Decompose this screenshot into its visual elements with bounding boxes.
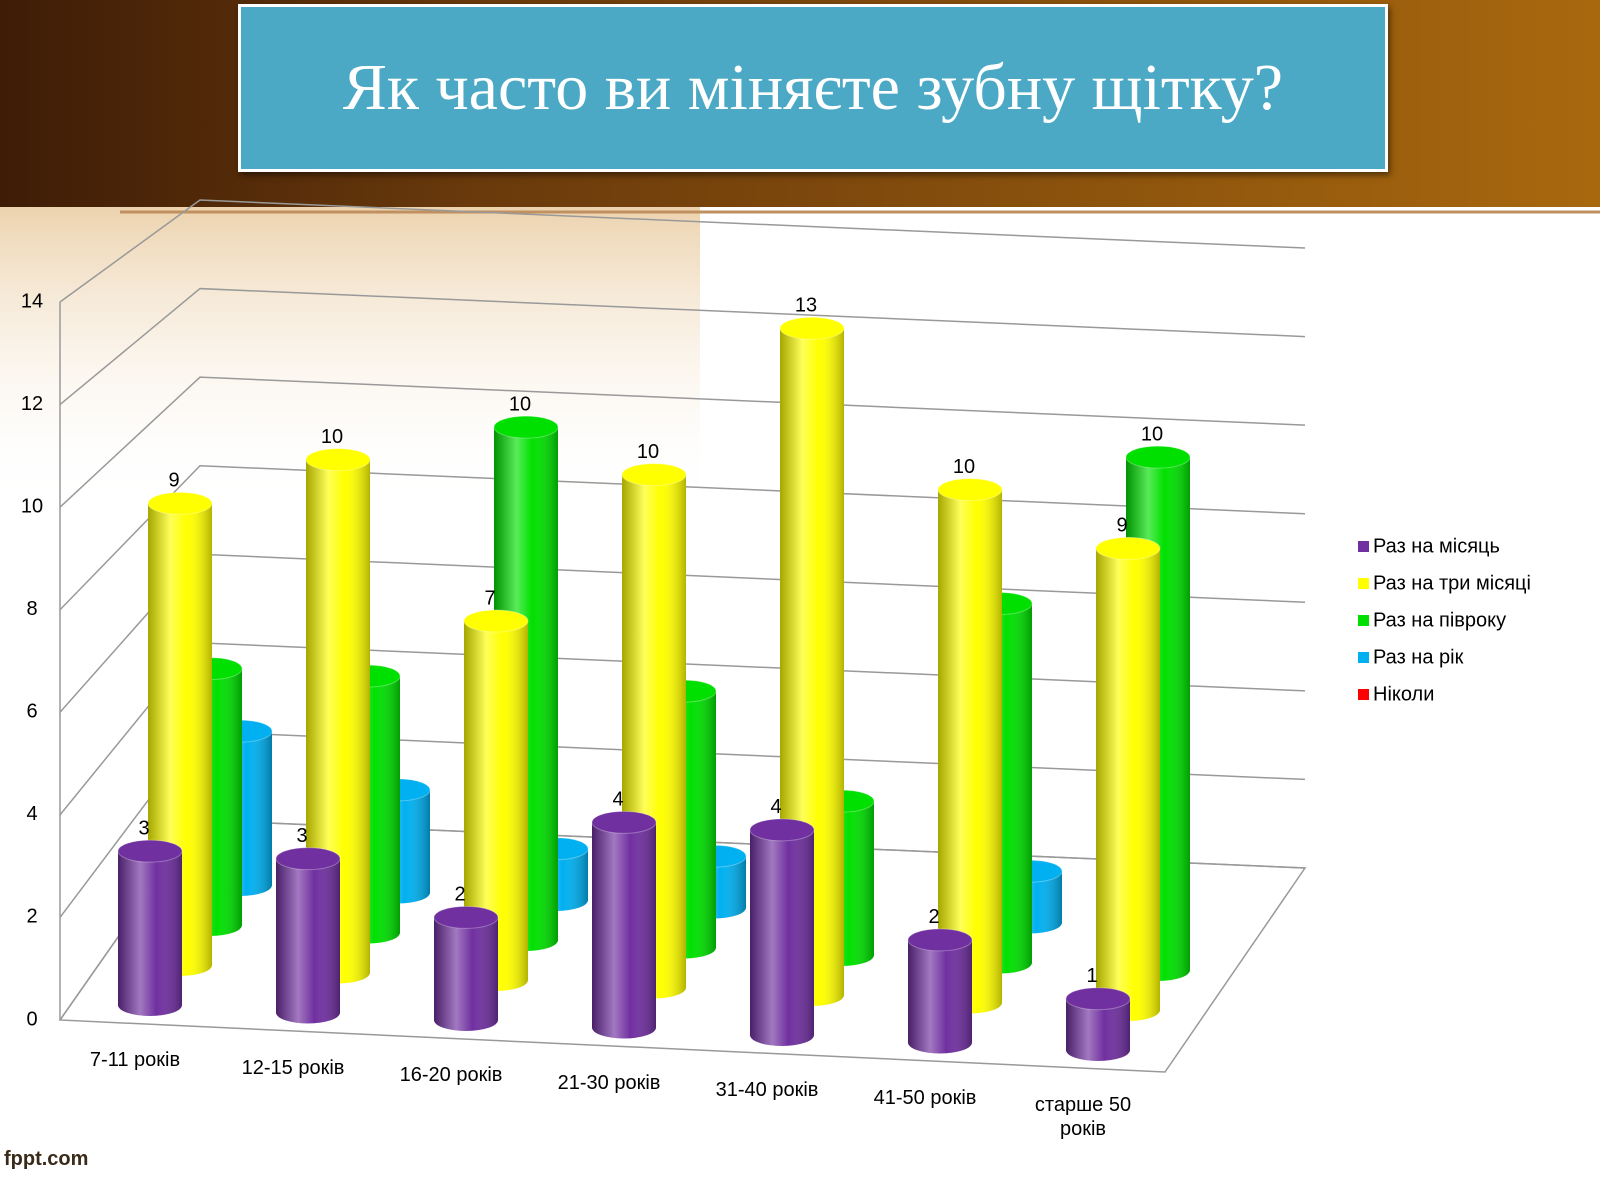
footer: fppt.com	[4, 1148, 89, 1170]
value-label: 10	[953, 456, 975, 478]
cylinder-top	[275, 847, 341, 871]
value-label: 2	[454, 884, 465, 906]
bar-shade	[938, 489, 1002, 1003]
x-tick-label: 31-40 років	[715, 1079, 819, 1101]
value-label: 1	[1086, 965, 1097, 987]
x-tick-label: 21-30 років	[557, 1071, 661, 1094]
bar-shade	[118, 851, 182, 1005]
cylinder-top	[1125, 445, 1191, 469]
bar-shade	[592, 822, 656, 1028]
slide-title: Як часто ви міняєте зубну щітку?	[238, 4, 1388, 172]
legend-label: Раз на три місяці	[1373, 572, 1531, 594]
value-label: 9	[1116, 515, 1127, 537]
legend-swatch	[1358, 578, 1369, 589]
y-tick-label: 6	[26, 701, 37, 723]
legend-swatch	[1358, 689, 1369, 700]
cylinder-top	[463, 609, 529, 633]
cylinder-top	[305, 448, 371, 472]
legend-label: Раз на рік	[1373, 646, 1464, 668]
bar-shade	[908, 939, 972, 1043]
x-tick-label: 12-15 років	[241, 1056, 345, 1079]
cylinder-top	[147, 491, 213, 515]
cylinder-top	[937, 478, 1003, 502]
cylinder-top	[117, 839, 183, 863]
bar-shade	[276, 858, 340, 1013]
y-tick-label: 8	[26, 598, 37, 620]
legend-label: Раз на півроку	[1373, 609, 1506, 631]
x-tick-label: 7-11 років	[89, 1049, 181, 1071]
x-tick-label: старше 50 років	[1034, 1094, 1132, 1140]
legend-swatch	[1358, 652, 1369, 663]
bar-shade	[750, 829, 814, 1035]
bar-shade	[434, 917, 498, 1020]
value-label: 4	[612, 789, 623, 811]
cylinder-top	[493, 415, 559, 439]
y-tick-label: 14	[21, 290, 43, 312]
value-label: 7	[484, 587, 495, 609]
y-tick-label: 10	[21, 495, 43, 517]
cylinder-top	[1065, 987, 1131, 1011]
x-tick-label: 16-20 років	[399, 1064, 503, 1086]
grid-line	[59, 376, 1306, 508]
cylinder-top	[779, 316, 845, 340]
value-label: 10	[637, 441, 659, 463]
cylinder-top	[1095, 536, 1161, 560]
cylinder-top	[749, 818, 815, 842]
value-label: 4	[770, 796, 781, 818]
legend-swatch	[1358, 541, 1369, 552]
y-tick-label: 2	[26, 906, 37, 928]
legend-label: Ніколи	[1373, 683, 1434, 705]
cylinder-top	[591, 810, 657, 834]
y-tick-label: 0	[26, 1008, 37, 1030]
value-label: 2	[928, 906, 939, 928]
bar-shade	[1096, 548, 1160, 1010]
cylinder-top	[621, 463, 687, 487]
value-label: 3	[296, 825, 307, 847]
cylinder-top	[433, 905, 499, 929]
y-tick-label: 4	[26, 803, 37, 825]
value-label: 10	[321, 426, 343, 448]
cylinder-top	[907, 928, 973, 952]
value-label: 13	[795, 295, 817, 317]
value-label: 10	[509, 393, 531, 415]
grid-line	[59, 287, 1306, 406]
value-label: 9	[168, 470, 179, 492]
legend-swatch	[1358, 615, 1369, 626]
y-tick-label: 12	[21, 393, 43, 415]
x-tick-label: 41-50 років	[873, 1086, 977, 1109]
grid-line	[59, 464, 1306, 611]
value-label: 3	[138, 817, 149, 839]
value-label: 10	[1141, 423, 1163, 445]
legend-label: Раз на місяць	[1373, 535, 1500, 557]
grid-line	[59, 199, 1306, 303]
